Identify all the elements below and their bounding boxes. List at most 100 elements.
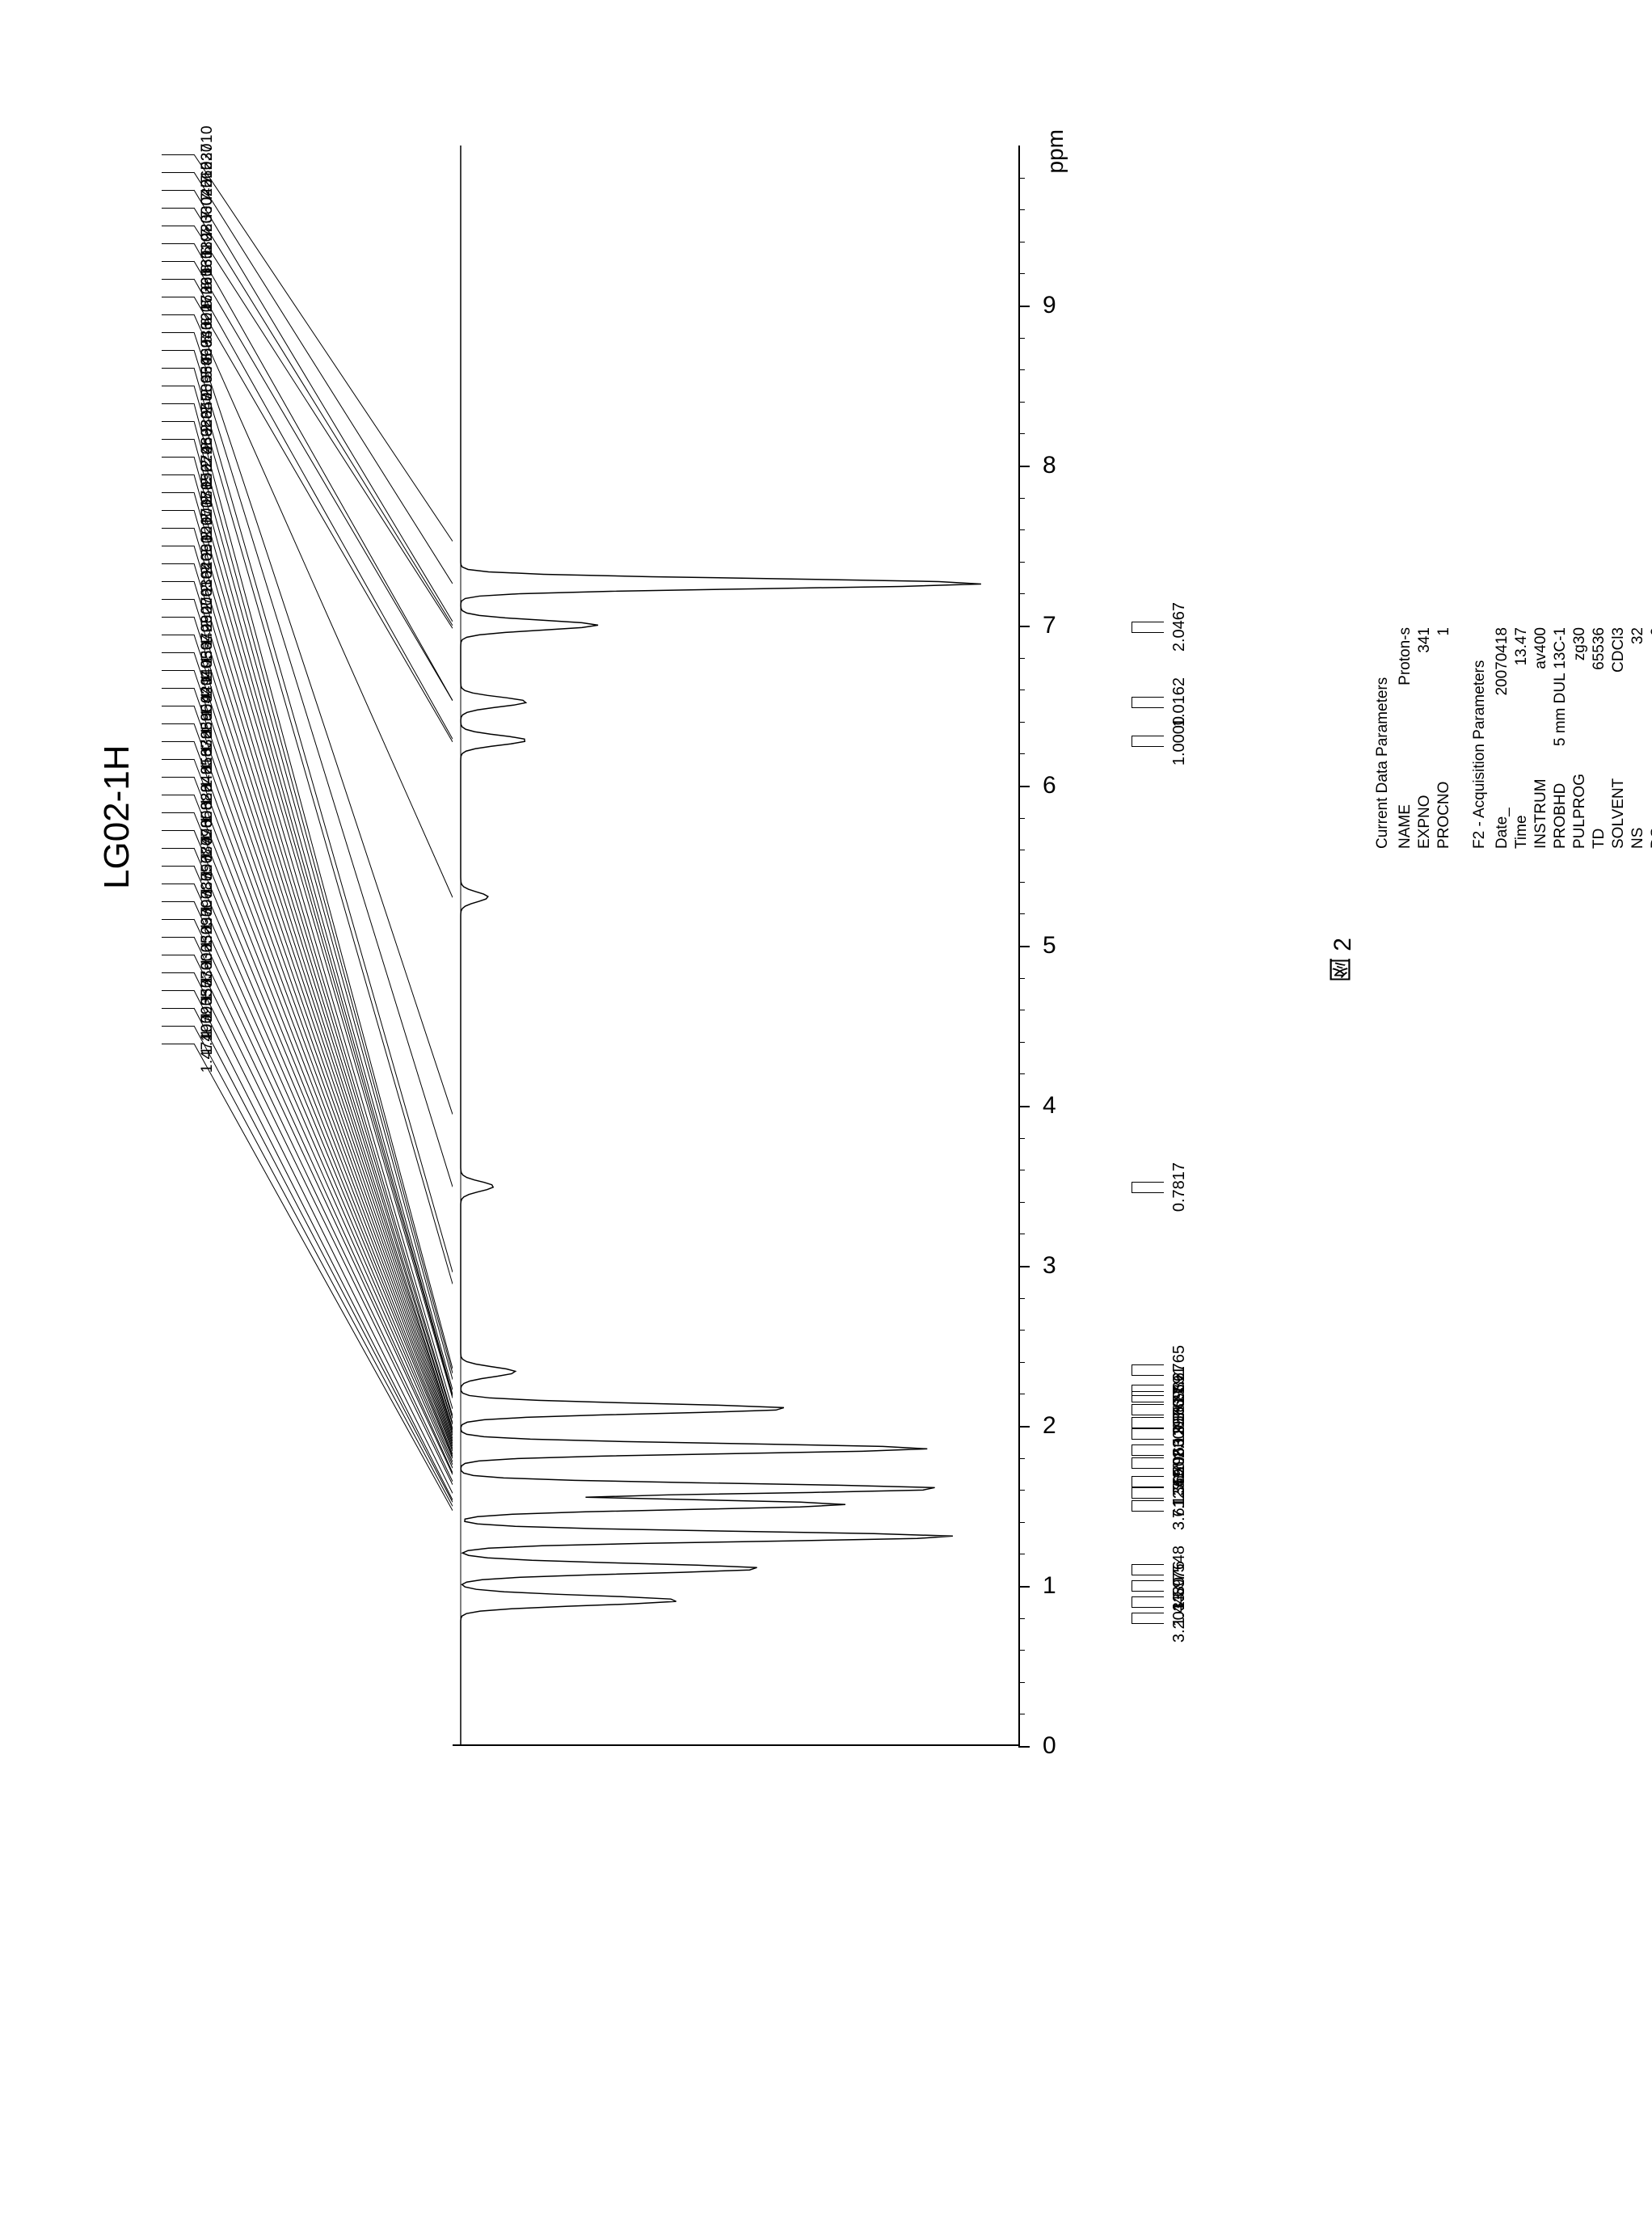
ppm-axis: ppm 0123456789: [1018, 146, 1115, 1786]
peak-connector: [194, 635, 453, 1430]
peak-tick: [162, 492, 194, 493]
axis-minor-tick: [1018, 209, 1025, 210]
peak-connector: [194, 474, 453, 1394]
integral-row: 0.7817: [1132, 1179, 1189, 1196]
axis-minor-tick: [1018, 818, 1025, 819]
axis-minor-tick: [1018, 369, 1025, 370]
peak-connector: [194, 226, 453, 628]
param-value: zg30: [1571, 627, 1589, 749]
integral-row: 3.2033: [1132, 1609, 1189, 1627]
axis-minor-tick: [1018, 433, 1025, 434]
param-row: Time 13.47: [1513, 607, 1531, 849]
axis-minor-tick: [1018, 273, 1025, 274]
peak-tick: [162, 617, 194, 618]
axis-minor-tick: [1018, 722, 1025, 723]
param-value: CDCl3: [1610, 627, 1628, 749]
peak-tick: [162, 172, 194, 173]
axis-minor-tick: [1018, 1330, 1025, 1331]
axis-minor-tick: [1018, 1522, 1025, 1523]
peak-tick: [162, 990, 194, 991]
peak-tick: [162, 812, 194, 813]
integral-row: 1.0162: [1132, 694, 1189, 711]
axis-minor-tick: [1018, 913, 1025, 914]
peak-connector: [194, 937, 453, 1482]
axis-tick: [1018, 1426, 1030, 1428]
axis-minor-tick: [1018, 1362, 1025, 1363]
integral-value: 2.0467: [1170, 602, 1189, 652]
axis-minor-tick: [1018, 1138, 1025, 1139]
peak-tick: [162, 350, 194, 351]
axis-minor-tick: [1018, 1073, 1025, 1074]
peak-tick: [162, 723, 194, 724]
peak-tick: [162, 154, 194, 155]
param-value: 0: [1649, 627, 1652, 749]
axis-tick: [1018, 626, 1030, 627]
peak-tick: [162, 261, 194, 262]
peak-tick: [162, 279, 194, 280]
peak-connector: [194, 403, 453, 1369]
integral-value: 0.7817: [1170, 1162, 1189, 1212]
axis-minor-tick: [1018, 1458, 1025, 1459]
peak-connector: [194, 386, 453, 1284]
integral-brace: [1132, 1596, 1164, 1608]
param-key: INSTRUM: [1532, 760, 1550, 849]
axis-tick: [1018, 1266, 1030, 1267]
param-key: NS: [1629, 760, 1647, 849]
peak-connector: [194, 759, 453, 1449]
peak-tick: [162, 528, 194, 529]
axis-minor-tick: [1018, 498, 1025, 499]
param-row: SOLVENTCDCl3: [1610, 607, 1628, 849]
axis-tick-label: 3: [1043, 1252, 1056, 1280]
integral-value: 1.0000: [1170, 716, 1189, 765]
integral-brace: [1132, 736, 1164, 747]
param-section-title: Current Data Parameters: [1374, 607, 1392, 849]
integral-brace: [1132, 1457, 1164, 1469]
integral-brace: [1132, 1364, 1164, 1376]
param-key: PROCNO: [1435, 760, 1453, 849]
param-key: Date_: [1494, 760, 1511, 849]
axis-minor-tick: [1018, 1298, 1025, 1299]
integral-brace: [1132, 697, 1164, 708]
peak-connector: [194, 190, 453, 622]
peak-connector: [194, 866, 453, 1465]
axis-tick-label: 0: [1043, 1732, 1056, 1760]
peak-tick: [162, 581, 194, 582]
peak-connector: [194, 172, 453, 584]
param-value: 13.47: [1513, 627, 1531, 749]
peak-tick: [162, 368, 194, 369]
peak-tick: [162, 937, 194, 938]
axis-minor-tick: [1018, 1650, 1025, 1651]
axis-minor-tick: [1018, 338, 1025, 339]
peak-connector: [194, 510, 453, 1398]
axis-label: ppm: [1043, 129, 1068, 173]
param-key: Time: [1513, 760, 1531, 849]
peak-connector: [194, 492, 453, 1396]
nmr-spectrum: [453, 146, 1018, 1746]
peak-tick: [162, 741, 194, 742]
peak-tick: [162, 1026, 194, 1027]
peak-tick: [162, 403, 194, 404]
integral-brace: [1132, 1428, 1164, 1440]
peak-tick: [162, 652, 194, 653]
peak-connector: [194, 670, 453, 1436]
param-row: PROCNO1: [1435, 607, 1453, 849]
peak-tick: [162, 563, 194, 564]
integral-brace: [1132, 1182, 1164, 1193]
axis-tick-label: 8: [1043, 452, 1056, 479]
spectrum-trace: [461, 146, 981, 1744]
axis-minor-tick: [1018, 753, 1025, 754]
peak-tick: [162, 901, 194, 902]
peak-tick: [162, 439, 194, 440]
peak-connector: [194, 617, 453, 1428]
axis-minor-tick: [1018, 529, 1025, 530]
peak-connector: [194, 990, 453, 1500]
axis-minor-tick: [1018, 1202, 1025, 1203]
axis-tick: [1018, 1106, 1030, 1107]
param-key: PROBHD: [1552, 760, 1570, 849]
peak-tick: [162, 332, 194, 333]
axis-tick: [1018, 1586, 1030, 1588]
peak-tick: [162, 208, 194, 209]
peak-connector: [194, 901, 453, 1473]
axis-tick: [1018, 306, 1030, 307]
integral-value: 3.2033: [1170, 1593, 1189, 1643]
